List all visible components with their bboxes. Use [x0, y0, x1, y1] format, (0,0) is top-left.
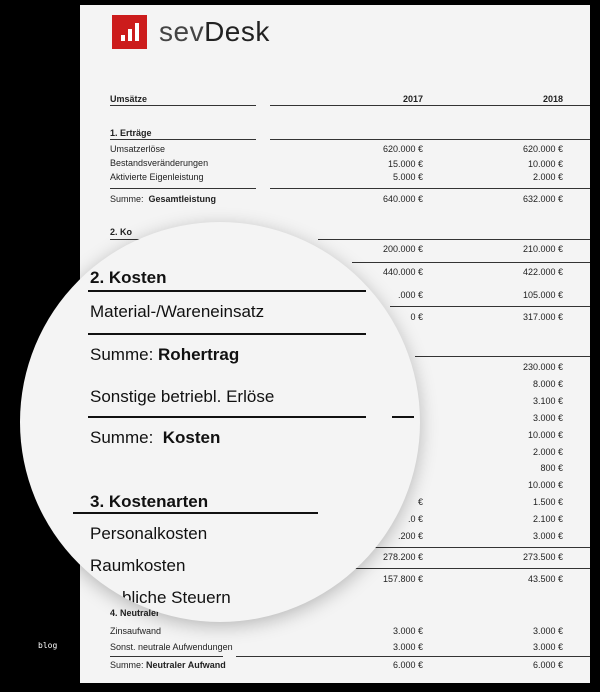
section-title: 1. Erträge [110, 128, 152, 138]
brand-name-light: sev [159, 16, 205, 47]
magnified-row-label: Sonstige betriebl. Erlöse [90, 387, 275, 406]
row-value-2018: 8.000 € [532, 379, 563, 389]
divider [110, 188, 256, 189]
sum-prefix: Summe: [110, 194, 144, 204]
row-value-2017: 5.000 € [392, 172, 423, 182]
row-value-2018: 10.000 € [527, 480, 563, 490]
row-value-2017-partial: .0 € [407, 514, 423, 524]
row-value-2017: 200.000 € [382, 244, 423, 254]
row-label: Bestandsveränderungen [110, 158, 209, 168]
row-value-2018: 105.000 € [522, 290, 563, 300]
magnified-sum-row: Summe: Kosten [90, 428, 220, 448]
row-value-2018: 3.000 € [532, 642, 563, 652]
sum-label: Gesamtleistung [148, 194, 217, 204]
sum-prefix: Summe: [110, 660, 144, 670]
sum-row-label: Summe: Neutraler Aufwand [110, 659, 226, 671]
row-label: Aktivierte Eigenleistung [110, 172, 204, 182]
row-label: Umsatzerlöse [110, 144, 166, 154]
row-value-2018: 3.000 € [532, 531, 563, 541]
header-label: Umsätze [110, 94, 148, 104]
magnified-section-title: 3. Kostenarten [90, 492, 209, 511]
column-header-2018: 2018 [542, 94, 563, 104]
divider [73, 512, 318, 514]
divider [110, 105, 256, 106]
sum-label: Rohertrag [158, 345, 240, 364]
divider [88, 333, 366, 335]
divider [236, 656, 590, 657]
sevdesk-logo-icon [112, 15, 147, 49]
row-value-2018: 422.000 € [522, 267, 563, 277]
divider [415, 356, 590, 357]
sum-prefix: Summe: [90, 428, 154, 447]
row-value-2018: 210.000 € [522, 244, 563, 254]
row-value-2018: 1.500 € [532, 497, 563, 507]
divider [270, 139, 590, 140]
row-value-2017-partial: .200 € [397, 531, 423, 541]
column-header-2017: 2017 [402, 94, 423, 104]
row-value-2017: 15.000 € [387, 159, 423, 169]
sum-row-label: Summe: Gesamtleistung [110, 193, 216, 205]
sum-value-2017: 640.000 € [382, 194, 423, 204]
row-value-2018: 620.000 € [522, 144, 563, 154]
row-value-2017-partial: 0 € [410, 312, 423, 322]
magnified-section-title: 2. Kosten [90, 268, 167, 287]
row-value-2018: 3.100 € [532, 396, 563, 406]
magnified-row-label: Raumkosten [90, 556, 186, 575]
row-value-2018: 43.500 € [527, 574, 563, 584]
row-value-2018: 3.000 € [532, 626, 563, 636]
brand-logo-text: sevDesk [159, 14, 270, 50]
divider [270, 105, 590, 106]
magnified-row-label: Material-/Wareneinsatz [90, 302, 265, 321]
brand-name-bold: Desk [204, 16, 270, 47]
divider [88, 290, 366, 292]
sum-value-2017: 6.000 € [392, 660, 423, 670]
side-label: blog [38, 641, 58, 650]
divider [270, 188, 590, 189]
row-value-2018: 2.000 € [532, 447, 563, 457]
divider [312, 568, 590, 569]
divider [318, 239, 590, 240]
divider [110, 656, 223, 657]
row-value-2017: 3.000 € [392, 642, 423, 652]
row-value-2017: 157.800 € [382, 574, 423, 584]
divider [312, 547, 590, 548]
magnified-row-label: bliche Steuern [122, 588, 231, 607]
row-value-2018: 2.000 € [532, 172, 563, 182]
row-value-2018: 800 € [540, 463, 563, 473]
divider [88, 416, 366, 418]
sum-value-2018: 632.000 € [522, 194, 563, 204]
row-label: Sonst. neutrale Aufwendungen [110, 642, 233, 652]
row-value-2017: 278.200 € [382, 552, 423, 562]
row-value-2018: 3.000 € [532, 413, 563, 423]
divider [352, 262, 590, 263]
row-value-2017: 620.000 € [382, 144, 423, 154]
section-title-partial: 2. Ko [110, 227, 133, 237]
sum-value-2018: 6.000 € [532, 660, 563, 670]
row-label: Zinsaufwand [110, 626, 162, 636]
row-value-2017: 3.000 € [392, 626, 423, 636]
sum-prefix: Summe: [90, 345, 154, 364]
row-value-2017-partial: .000 € [397, 290, 423, 300]
section-title: 4. Neutraler [110, 608, 160, 618]
row-value-2017-partial: € [417, 497, 423, 507]
magnified-sum-row: Summe: Rohertrag [90, 345, 239, 365]
row-value-2018: 2.100 € [532, 514, 563, 524]
divider [110, 139, 256, 140]
magnified-row-label: Personalkosten [90, 524, 208, 543]
divider [390, 306, 590, 307]
sum-label: Kosten [162, 428, 221, 447]
divider [392, 416, 414, 418]
row-value-2018: 230.000 € [522, 362, 563, 372]
row-value-2018: 317.000 € [522, 312, 563, 322]
magnifier-lens: 2. Kosten Material-/Wareneinsatz Summe: … [20, 222, 420, 622]
row-value-2018: 10.000 € [527, 159, 563, 169]
sum-label: Neutraler Aufwand [146, 660, 226, 670]
row-value-2017: 440.000 € [382, 267, 423, 277]
row-value-2018: 10.000 € [527, 430, 563, 440]
row-value-2018: 273.500 € [522, 552, 563, 562]
divider [110, 239, 150, 240]
